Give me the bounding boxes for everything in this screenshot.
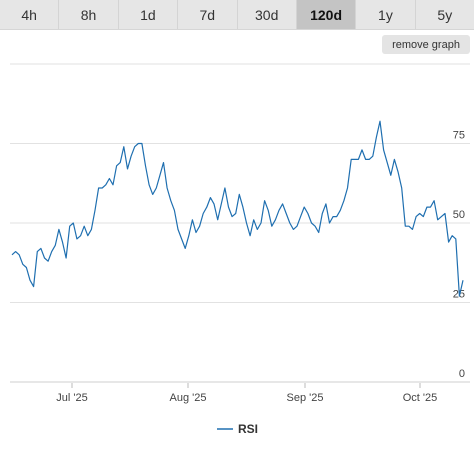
x-tick-label: Oct '25 [403, 392, 438, 404]
legend[interactable]: RSI [217, 422, 258, 436]
x-axis: Jul '25 Aug '25 Sep '25 Oct '25 [56, 383, 437, 404]
y-tick-label: 50 [453, 209, 465, 221]
tab-4h[interactable]: 4h [0, 0, 60, 29]
legend-label[interactable]: RSI [238, 422, 258, 436]
time-range-tabs: 4h 8h 1d 7d 30d 120d 1y 5y [0, 0, 474, 30]
tab-120d[interactable]: 120d [296, 0, 357, 29]
tab-1d[interactable]: 1d [119, 0, 179, 29]
tab-8h[interactable]: 8h [59, 0, 119, 29]
tab-30d[interactable]: 30d [238, 0, 297, 29]
series-layer [11, 120, 464, 297]
y-tick-label: 0 [459, 368, 465, 380]
x-tick-label: Jul '25 [56, 392, 87, 404]
y-tick-label: 75 [453, 130, 465, 142]
remove-graph-button[interactable]: remove graph [382, 35, 470, 54]
tab-7d[interactable]: 7d [178, 0, 238, 29]
rsi-series-line [11, 120, 464, 297]
x-tick-label: Aug '25 [170, 392, 207, 404]
x-tick-label: Sep '25 [287, 392, 324, 404]
grid-lines [10, 63, 470, 383]
tab-1y[interactable]: 1y [356, 0, 416, 29]
tab-5y[interactable]: 5y [437, 6, 453, 23]
